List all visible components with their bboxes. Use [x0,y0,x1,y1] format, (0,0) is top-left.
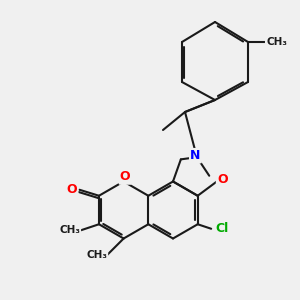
Text: O: O [67,183,77,196]
Text: N: N [190,149,201,162]
Text: CH₃: CH₃ [266,37,287,47]
Text: O: O [217,173,228,186]
Text: CH₃: CH₃ [59,225,80,235]
Text: CH₃: CH₃ [86,250,107,260]
Text: O: O [120,170,130,184]
Text: Cl: Cl [215,222,228,235]
